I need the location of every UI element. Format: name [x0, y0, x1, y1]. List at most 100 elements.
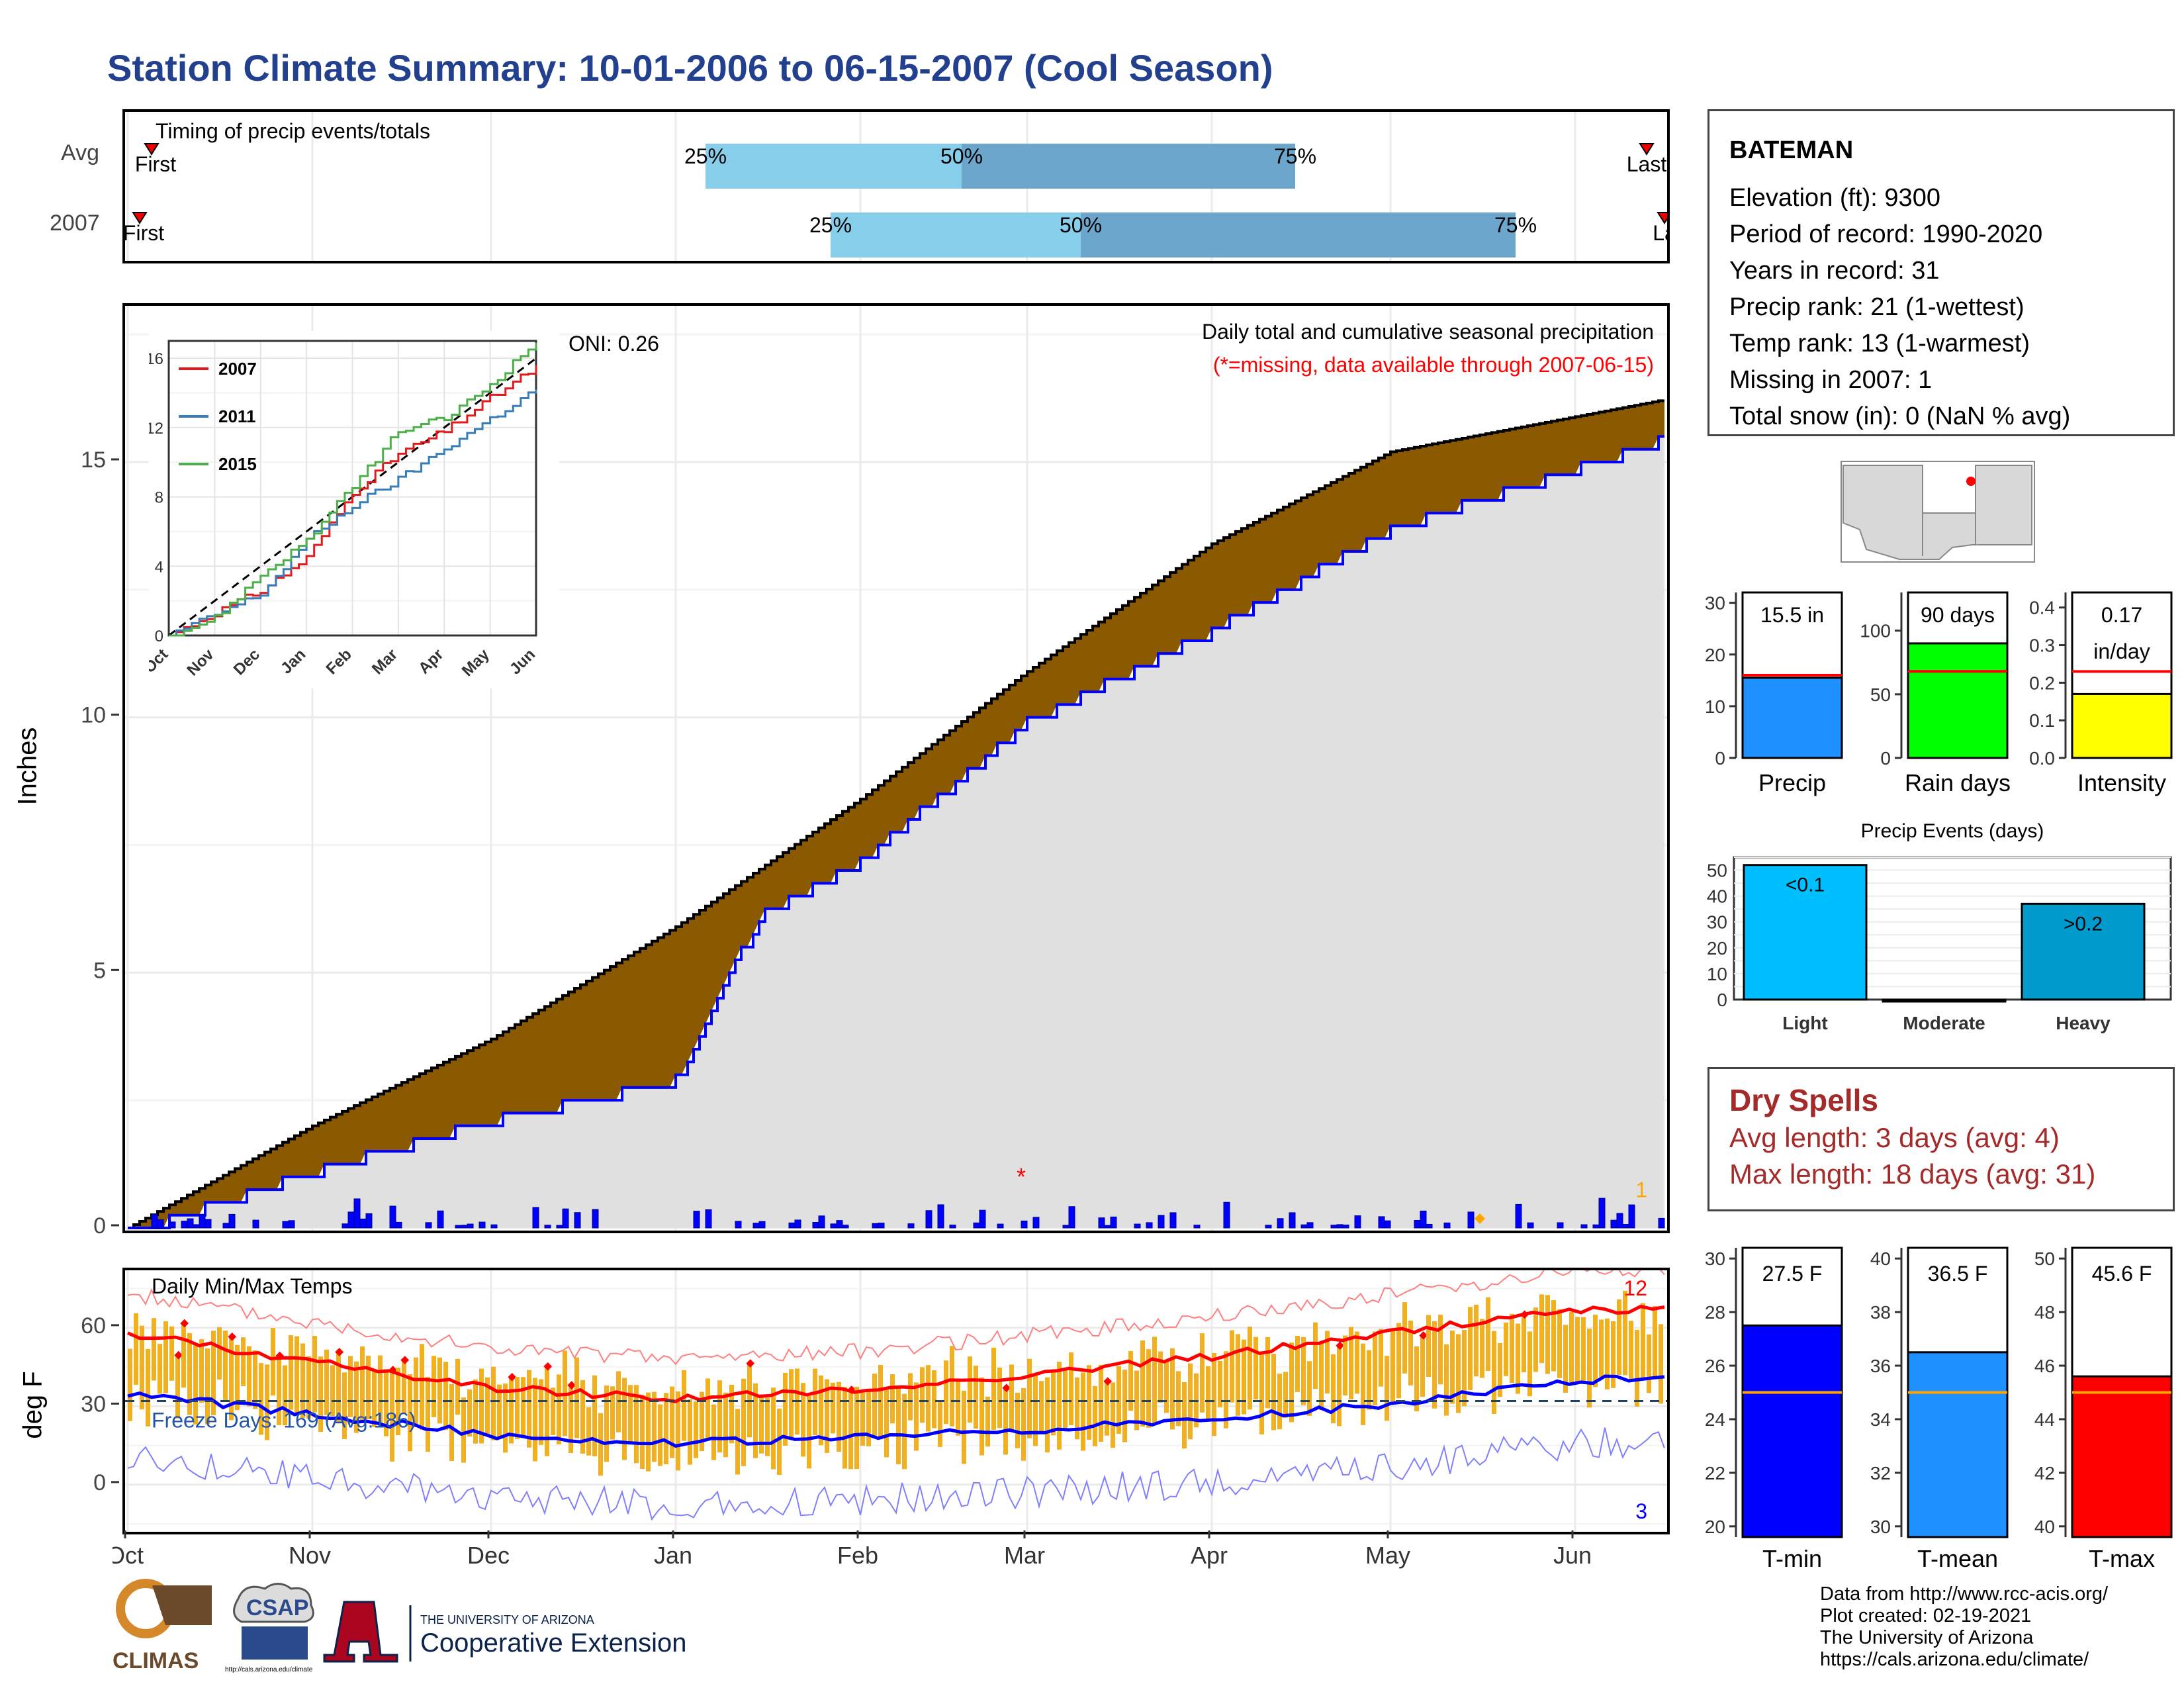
- daily-temp-bar: [759, 1394, 764, 1454]
- mini-ytick-label: 10: [1705, 696, 1725, 717]
- precip-ytick-label: 15: [81, 447, 106, 473]
- station-name: BATEMAN: [1729, 136, 1854, 164]
- daily-temp-bar: [1599, 1319, 1604, 1378]
- x-tick-label: May: [1365, 1542, 1410, 1569]
- daily-temp-bar: [801, 1383, 805, 1457]
- daily-temp-bar: [1087, 1365, 1091, 1440]
- daily-temp-bar: [1659, 1324, 1663, 1404]
- daily-precip-bar: [1628, 1204, 1635, 1229]
- daily-temp-bar: [1015, 1392, 1020, 1448]
- daily-temp-bar: [491, 1366, 496, 1440]
- daily-temp-bar: [300, 1343, 305, 1419]
- daily-temp-bar: [1426, 1315, 1431, 1377]
- source-url: https://cals.arizona.edu/climate/: [1820, 1649, 2089, 1670]
- daily-temp-bar: [1313, 1322, 1318, 1389]
- daily-temp-bar: [295, 1336, 299, 1413]
- daily-temp-bar: [134, 1313, 138, 1385]
- daily-temp-bar: [330, 1365, 335, 1417]
- daily-temp-bar: [1051, 1369, 1056, 1436]
- daily-temp-bar: [312, 1336, 317, 1413]
- daily-temp-bar: [956, 1382, 960, 1436]
- daily-precip-bar: [1021, 1220, 1028, 1229]
- timing-label: Timing of precip events/totals: [156, 119, 430, 143]
- daily-precip-bar: [937, 1204, 944, 1229]
- daily-temp-bar: [1533, 1307, 1538, 1372]
- daily-precip-bar: [1223, 1201, 1230, 1229]
- dry-spells-avg: Avg length: 3 days (avg: 4): [1729, 1122, 2060, 1153]
- daily-precip-bar: [252, 1219, 259, 1229]
- daily-temp-bar: [247, 1346, 251, 1407]
- page-title: Station Climate Summary: 10-01-2006 to 0…: [107, 47, 1273, 89]
- daily-precip-bar: [1616, 1213, 1623, 1229]
- daily-temp-bar: [1289, 1342, 1294, 1423]
- daily-precip-bar: [1414, 1220, 1421, 1229]
- daily-temp-bar: [1468, 1307, 1473, 1390]
- daily-precip-bar: [437, 1210, 444, 1229]
- daily-temp-bar: [646, 1392, 651, 1472]
- daily-temp-bar: [926, 1365, 931, 1432]
- daily-temp-bar: [1349, 1327, 1353, 1400]
- daily-precip-bar: [341, 1223, 349, 1229]
- daily-temp-bar: [1242, 1339, 1246, 1415]
- tbar-ytick-label: 38: [1870, 1302, 1891, 1323]
- daily-precip-bar: [181, 1221, 188, 1229]
- daily-temp-bar: [664, 1393, 668, 1465]
- daily-temp-bar: [592, 1375, 597, 1457]
- daily-temp-bar: [432, 1356, 436, 1417]
- daily-temp-bar: [1134, 1370, 1139, 1430]
- daily-temp-bar: [598, 1413, 603, 1476]
- climas-logo: CLIMAS: [113, 1579, 212, 1673]
- daily-temp-bar: [831, 1382, 835, 1434]
- record-high-marker: [180, 1319, 189, 1328]
- daily-precip-bar: [1622, 1224, 1629, 1229]
- daily-precip-bar: [490, 1224, 498, 1229]
- daily-precip-bar: [1384, 1220, 1391, 1229]
- daily-temp-bar: [1539, 1294, 1544, 1364]
- daily-temp-bar: [402, 1360, 406, 1415]
- mini-ytick-label: 0: [1715, 748, 1725, 769]
- daily-temp-bar: [1492, 1331, 1496, 1415]
- events-ytick-label: 0: [1717, 990, 1727, 1010]
- daily-temp-bar: [497, 1384, 502, 1438]
- daily-temp-bar: [640, 1394, 645, 1470]
- inset-xtick-label: Mar: [369, 645, 401, 678]
- daily-precip-bar: [455, 1225, 462, 1229]
- precip-missing-note: (*=missing, data available through 2007-…: [1213, 353, 1654, 377]
- mini-ytick-label: 20: [1705, 645, 1725, 665]
- daily-temp-bar: [140, 1325, 144, 1410]
- tbar-ytick-label: 40: [1870, 1248, 1891, 1269]
- daily-precip-bar: [365, 1213, 373, 1229]
- daily-temp-bar: [217, 1327, 222, 1380]
- station-info-box: BATEMAN Elevation (ft): 9300 Period of r…: [1707, 109, 2175, 436]
- daily-temp-bar: [1516, 1323, 1520, 1394]
- daily-temp-bar: [390, 1370, 394, 1462]
- daily-temp-bar: [878, 1364, 883, 1440]
- record-high-marker: [400, 1356, 410, 1364]
- daily-temp-bar: [1307, 1361, 1312, 1416]
- temp-panel: Daily Min/Max Temps Freeze Days: 169 (Avg…: [122, 1264, 1670, 1534]
- daily-temp-bar: [1373, 1331, 1377, 1405]
- precip-chart: * 1 Daily total and cumulative seasonal pr…: [125, 306, 1667, 1231]
- daily-temp-bar: [467, 1389, 472, 1437]
- daily-temp-bar: [717, 1380, 722, 1453]
- daily-temp-bar: [1039, 1381, 1044, 1432]
- daily-temp-bar: [1063, 1368, 1068, 1431]
- daily-temp-bar: [652, 1391, 657, 1462]
- daily-temp-bar: [729, 1385, 734, 1444]
- daily-temp-bar: [277, 1356, 281, 1425]
- mini-label: Intensity: [2077, 769, 2166, 796]
- tbar-ytick-label: 50: [2034, 1248, 2055, 1269]
- daily-temp-bar: [1093, 1385, 1097, 1446]
- daily-temp-bar: [783, 1373, 788, 1446]
- tbar-bar: [2071, 1375, 2173, 1538]
- daily-precip-bar: [1527, 1222, 1534, 1229]
- daily-temp-bar: [622, 1378, 627, 1460]
- daily-temp-bar: [1581, 1317, 1586, 1384]
- timing-q25: 25%: [684, 144, 727, 168]
- inset-xtick-label: Feb: [322, 645, 355, 678]
- x-tick-label: Feb: [837, 1542, 878, 1569]
- events-ytick-label: 40: [1707, 886, 1727, 907]
- inset-xtick-label: Jan: [277, 645, 309, 677]
- inset-xtick-label: May: [459, 645, 494, 680]
- daily-temp-bar: [1647, 1334, 1651, 1393]
